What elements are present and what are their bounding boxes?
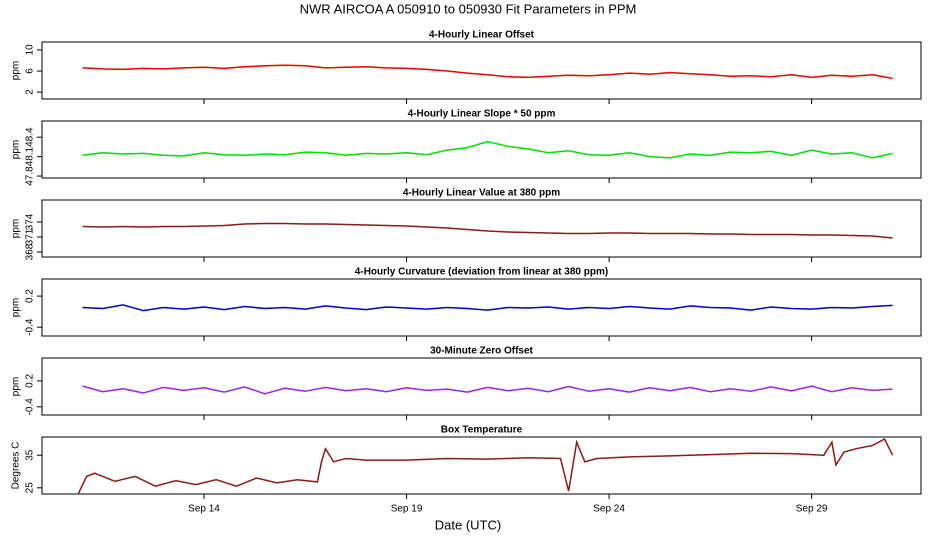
y-tick-label: 10 [25, 44, 36, 56]
panel-frame [41, 41, 922, 100]
y-tick-label: 0.2 [25, 289, 36, 303]
panel-frame [41, 199, 922, 258]
panel-title: 4-Hourly Linear Value at 380 ppm [403, 188, 560, 199]
panel-frame [41, 357, 922, 416]
panel-frame [41, 120, 922, 179]
y-tick-label: 2 [25, 89, 36, 95]
data-line [82, 385, 893, 395]
y-tick-label: 371 [25, 228, 36, 245]
data-line [82, 304, 893, 312]
panel-title: Box Temperature [441, 425, 523, 436]
y-tick-label: 35 [25, 449, 36, 461]
y-axis-label: ppm [11, 140, 22, 159]
y-tick-label: 48.1 [25, 146, 36, 166]
x-axis-label: Date (UTC) [435, 517, 501, 532]
y-tick-label: 374 [25, 213, 36, 230]
y-tick-label: 6 [25, 68, 36, 74]
data-line [82, 64, 893, 80]
x-tick-label: Sep 19 [391, 504, 423, 515]
panel-frame [41, 436, 922, 495]
y-axis-label: ppm [11, 219, 22, 238]
panel-frame [41, 278, 922, 337]
y-tick-label: -0.4 [25, 398, 36, 416]
y-tick-label: -0.4 [25, 318, 36, 336]
data-line [77, 437, 894, 494]
panel-title: 4-Hourly Linear Slope * 50 ppm [408, 109, 556, 120]
x-tick-label: Sep 24 [593, 504, 625, 515]
y-axis-label: ppm [11, 298, 22, 317]
data-line [82, 222, 893, 239]
x-tick-label: Sep 14 [188, 504, 220, 515]
y-axis-label: ppm [11, 61, 22, 80]
panel-title: 4-Hourly Linear Offset [429, 30, 535, 41]
y-axis-label: Degrees C [11, 442, 22, 490]
x-tick-label: Sep 29 [796, 504, 828, 515]
y-tick-label: 0.2 [25, 373, 36, 387]
panel-title: 30-Minute Zero Offset [430, 346, 533, 357]
y-tick-label: 368 [25, 243, 36, 260]
chart-title: NWR AIRCOA A 050910 to 050930 Fit Parame… [300, 1, 637, 16]
y-tick-label: 47.8 [25, 166, 36, 186]
panel-title: 4-Hourly Curvature (deviation from linea… [355, 267, 608, 278]
y-tick-label: 48.4 [25, 127, 36, 147]
data-line [82, 140, 893, 159]
y-axis-label: ppm [11, 377, 22, 396]
y-tick-label: 25 [25, 482, 36, 494]
